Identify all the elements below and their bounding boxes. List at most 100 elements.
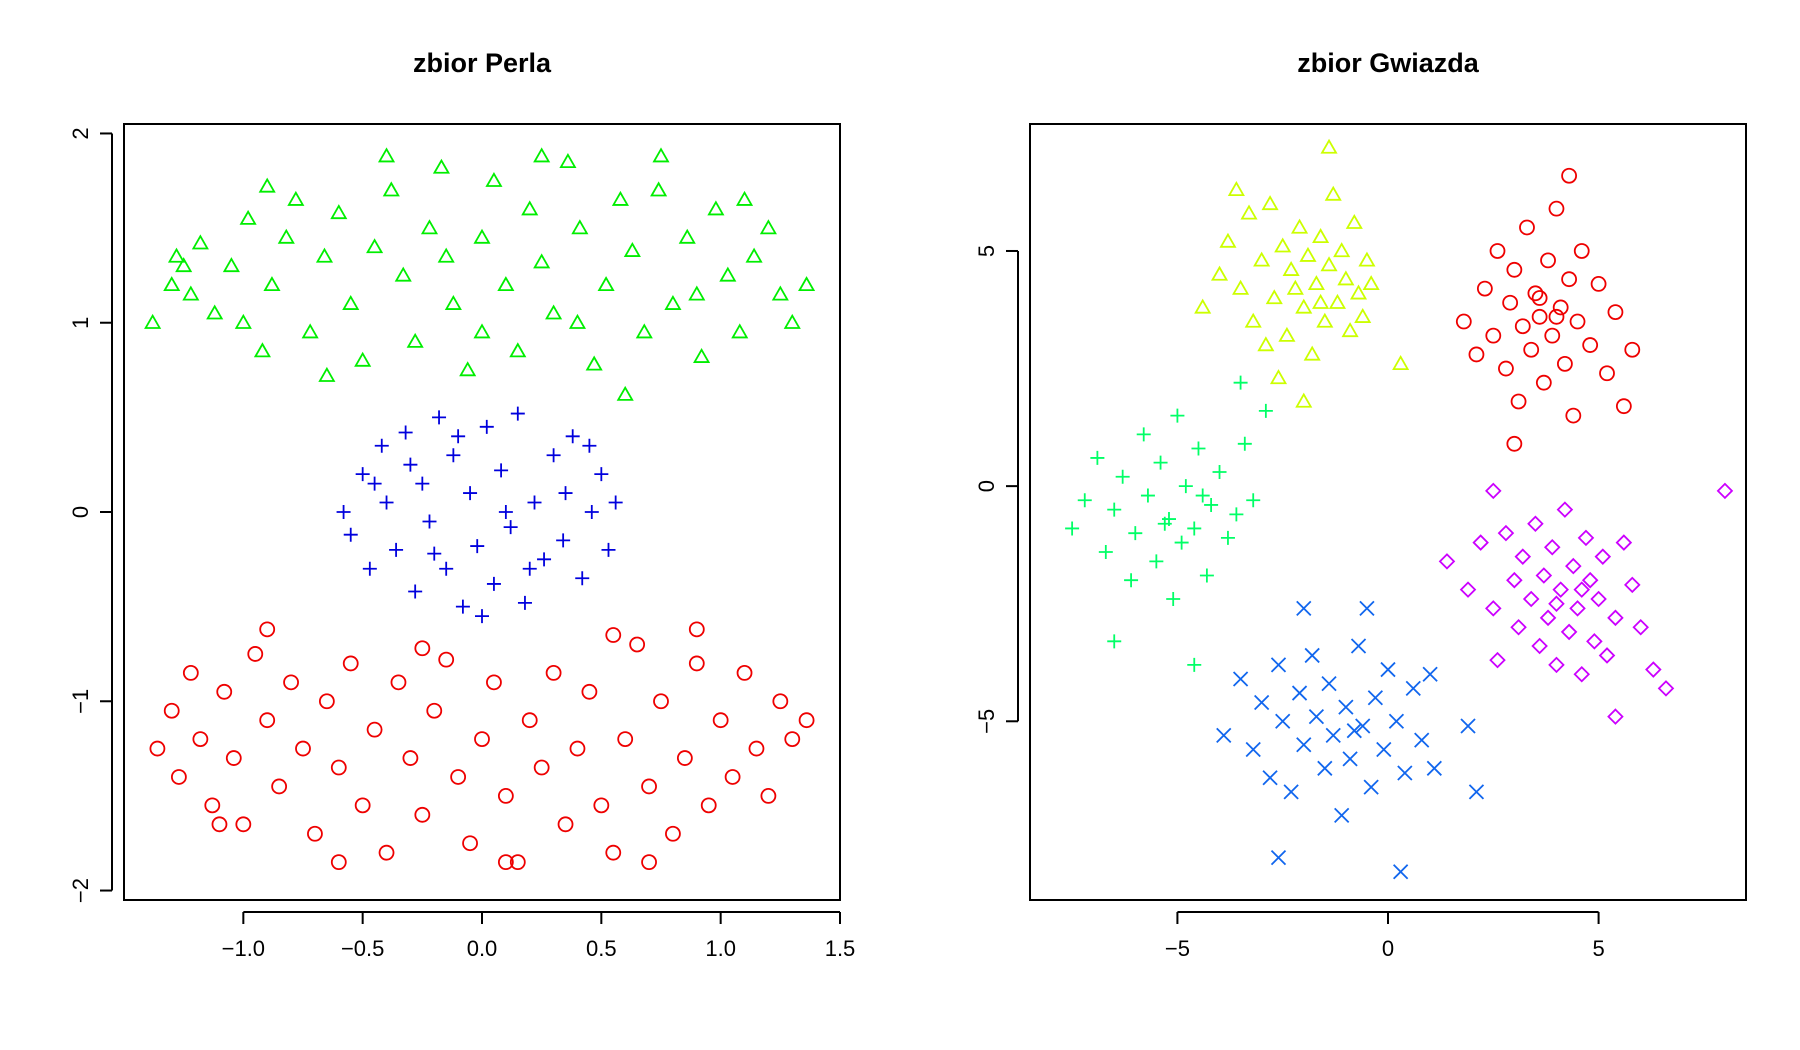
plus-marker: [486, 576, 501, 591]
circle-marker: [1540, 252, 1556, 269]
plus-marker: [1233, 375, 1248, 390]
x-axis: −5 0 5: [1165, 911, 1605, 961]
triangle-marker: [473, 228, 491, 244]
circle-marker: [330, 759, 347, 776]
circle-marker: [1514, 318, 1531, 335]
cross-marker: [1334, 807, 1350, 823]
circle-marker: [760, 788, 777, 804]
cross-marker: [1359, 600, 1375, 617]
plus-marker: [470, 539, 485, 554]
circle-marker: [557, 816, 574, 833]
y-axis: −5 0 5: [974, 245, 1019, 734]
triangle-marker: [1320, 138, 1338, 154]
circle-marker: [426, 702, 443, 719]
x-tick-label: 1.5: [825, 936, 856, 961]
diamond-marker: [1657, 680, 1675, 697]
plus-marker: [1065, 521, 1080, 536]
circle-marker: [1590, 276, 1607, 292]
diamond-marker: [1573, 665, 1591, 683]
plus-marker: [1153, 455, 1168, 470]
diamond-marker: [1607, 708, 1624, 725]
circle-marker: [486, 674, 502, 691]
chart-panel-perla: zbior Perla −1.0 −0.5 0.0 0.5 1.0 1.5 −2 −1 0 1 2: [68, 48, 855, 961]
triangle-marker: [1354, 308, 1372, 323]
circle-marker: [450, 769, 467, 785]
diamond-marker: [1531, 637, 1548, 655]
y-tick-label: −5: [974, 709, 999, 734]
triangle-marker: [759, 219, 777, 235]
circle-marker: [1561, 167, 1578, 184]
circle-marker: [1485, 327, 1502, 344]
cross-marker: [1414, 732, 1430, 748]
diamond-marker: [1565, 557, 1582, 575]
cross-marker: [1422, 666, 1438, 682]
circle-marker: [1569, 313, 1586, 330]
x-tick-label: −0.5: [341, 936, 384, 961]
plus-marker: [355, 467, 370, 482]
point-layer: [1065, 138, 1734, 880]
plus-marker: [582, 438, 597, 453]
diamond-marker: [1594, 548, 1612, 565]
plus-marker: [1187, 657, 1202, 672]
y-tick-label: 5: [974, 245, 999, 257]
cross-marker: [1308, 708, 1325, 725]
diamond-marker: [1560, 623, 1578, 641]
diamond-marker: [1716, 482, 1734, 500]
circle-marker: [641, 854, 657, 871]
circle-marker: [163, 702, 180, 719]
diamond-marker: [1522, 590, 1540, 608]
triangle-marker: [497, 276, 515, 292]
circle-marker: [307, 825, 323, 842]
circle-marker: [653, 693, 669, 710]
diamond-marker: [1569, 600, 1586, 617]
diamond-marker: [1548, 595, 1565, 612]
circle-marker: [271, 778, 288, 795]
triangle-marker: [597, 276, 615, 292]
plus-marker: [1077, 493, 1092, 508]
diamond-marker: [1624, 576, 1641, 594]
plus-marker: [1229, 507, 1244, 522]
triangle-marker: [1257, 336, 1275, 352]
circle-marker: [1535, 374, 1552, 391]
diamond-marker: [1607, 609, 1624, 627]
triangle-marker: [420, 219, 439, 235]
triangle-marker: [1312, 228, 1330, 244]
triangle-marker: [1291, 218, 1309, 234]
triangle-marker: [635, 323, 653, 339]
circle-marker: [1615, 398, 1632, 415]
x-tick-label: 1.0: [705, 936, 736, 961]
triangle-marker: [318, 366, 336, 382]
triangle-marker: [1320, 256, 1338, 272]
plus-marker: [608, 495, 623, 510]
chart-title: zbior Gwiazda: [1297, 48, 1480, 78]
circle-marker: [247, 646, 264, 662]
triangle-marker: [1282, 260, 1300, 276]
diamond-marker: [1586, 633, 1603, 650]
triangle-marker: [1227, 181, 1245, 196]
triangle-marker: [1316, 312, 1334, 328]
triangle-marker: [239, 209, 257, 225]
circle-marker: [378, 844, 395, 861]
triangle-marker: [437, 247, 455, 263]
plus-marker: [1098, 544, 1113, 559]
circle-marker: [318, 693, 335, 710]
cross-marker: [1388, 713, 1405, 729]
triangle-marker: [1265, 289, 1283, 305]
triangle-marker: [444, 294, 462, 310]
plus-marker: [1128, 526, 1143, 541]
circle-marker: [402, 750, 419, 766]
triangle-marker: [693, 347, 711, 363]
circle-marker: [736, 664, 753, 681]
circle-marker: [1573, 243, 1590, 259]
circle-marker: [700, 797, 717, 814]
cross-marker: [1296, 737, 1312, 753]
circle-marker: [1544, 327, 1561, 344]
circle-marker: [235, 816, 252, 833]
circle-marker: [1531, 290, 1548, 306]
plus-marker: [601, 542, 616, 557]
plus-marker: [1187, 521, 1202, 536]
diamond-marker: [1514, 548, 1532, 565]
circle-marker: [283, 674, 299, 691]
plus-marker: [398, 425, 413, 440]
plus-marker: [403, 457, 418, 472]
